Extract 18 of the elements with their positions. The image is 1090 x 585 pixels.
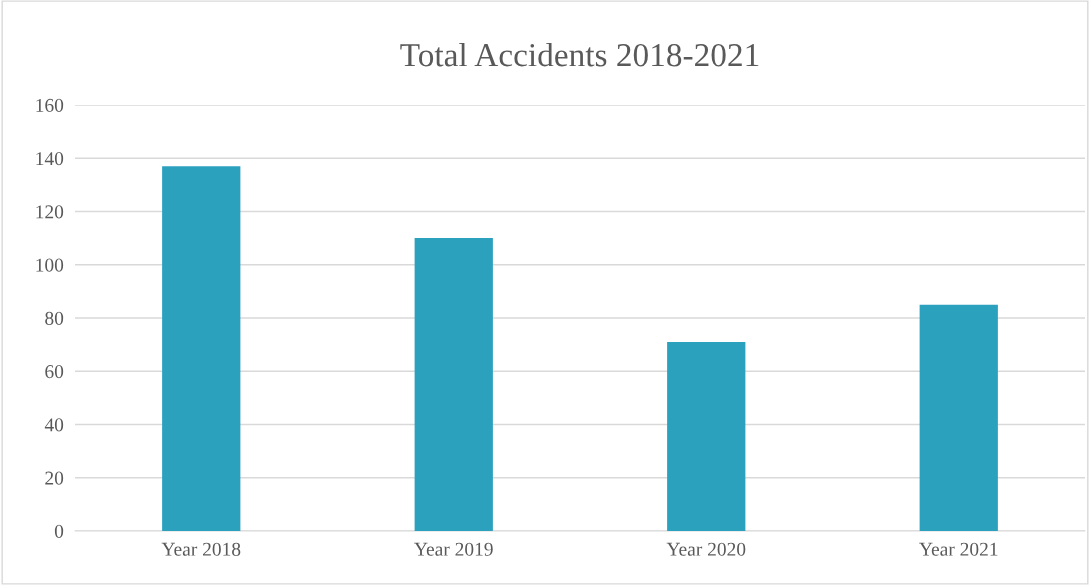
chart-title: Total Accidents 2018-2021: [400, 42, 759, 67]
x-tick-label: Year 2019: [414, 542, 493, 556]
bar: [162, 166, 241, 531]
x-tick-label: Year 2021: [919, 542, 998, 556]
y-tick-label: 160: [36, 98, 64, 112]
y-tick-label: 100: [36, 258, 64, 272]
y-tick-label: 40: [44, 418, 64, 432]
bar: [667, 341, 746, 531]
y-tick-label: 60: [45, 365, 64, 379]
bar: [919, 304, 998, 531]
x-tick-label: Year 2018: [161, 542, 241, 556]
y-tick-label: 140: [36, 152, 64, 166]
y-tick-label: 0: [54, 524, 64, 538]
y-tick-label: 80: [45, 311, 64, 325]
y-tick-label: 120: [36, 205, 64, 219]
x-tick-label: Year 2020: [666, 542, 746, 556]
bar: [414, 238, 493, 531]
y-tick-label: 20: [45, 471, 64, 485]
